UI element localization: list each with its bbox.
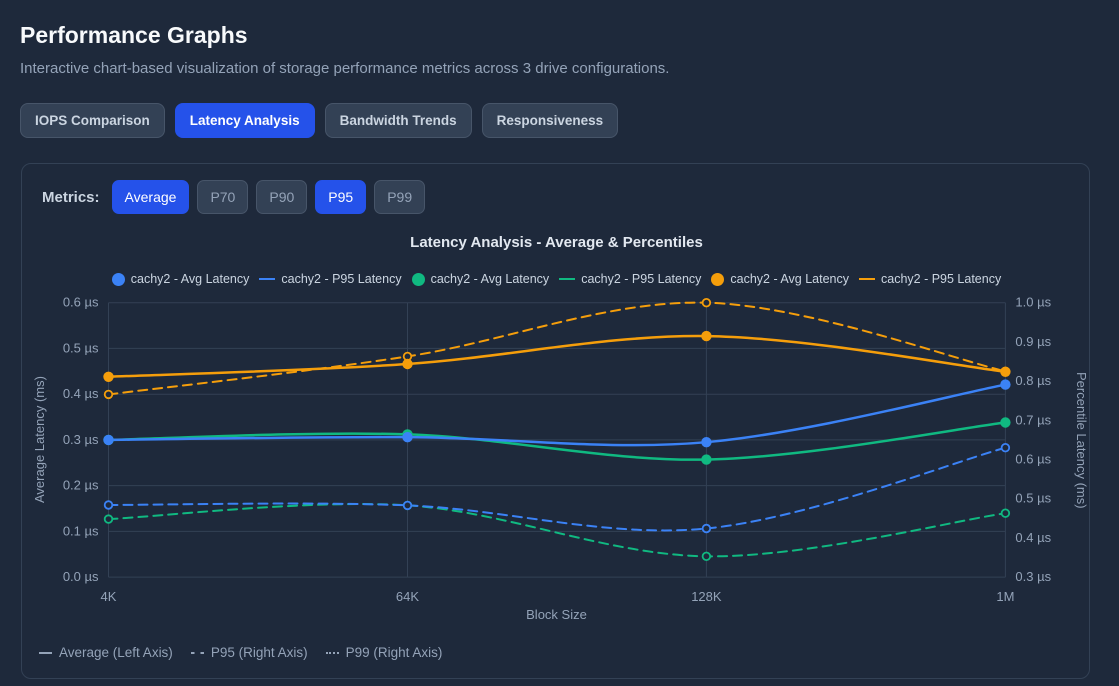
svg-text:0.8 µs: 0.8 µs: [1015, 373, 1051, 388]
svg-text:0.3 µs: 0.3 µs: [63, 432, 99, 447]
svg-text:0.3 µs: 0.3 µs: [1015, 569, 1051, 584]
svg-text:0.5 µs: 0.5 µs: [1015, 491, 1051, 506]
svg-text:0.4 µs: 0.4 µs: [1015, 530, 1051, 545]
svg-text:0.6 µs: 0.6 µs: [1015, 452, 1051, 467]
svg-text:0.6 µs: 0.6 µs: [63, 295, 99, 310]
svg-text:0.2 µs: 0.2 µs: [63, 478, 99, 493]
svg-text:64K: 64K: [396, 589, 419, 604]
svg-text:0.7 µs: 0.7 µs: [1015, 412, 1051, 427]
svg-text:128K: 128K: [691, 589, 722, 604]
svg-text:0.1 µs: 0.1 µs: [63, 523, 99, 538]
svg-text:1M: 1M: [996, 589, 1014, 604]
svg-text:0.4 µs: 0.4 µs: [63, 386, 99, 401]
svg-text:0.0 µs: 0.0 µs: [63, 569, 99, 584]
svg-text:0.9 µs: 0.9 µs: [1015, 334, 1051, 349]
svg-text:1.0 µs: 1.0 µs: [1015, 295, 1051, 310]
svg-text:4K: 4K: [101, 589, 117, 604]
svg-text:0.5 µs: 0.5 µs: [63, 340, 99, 355]
